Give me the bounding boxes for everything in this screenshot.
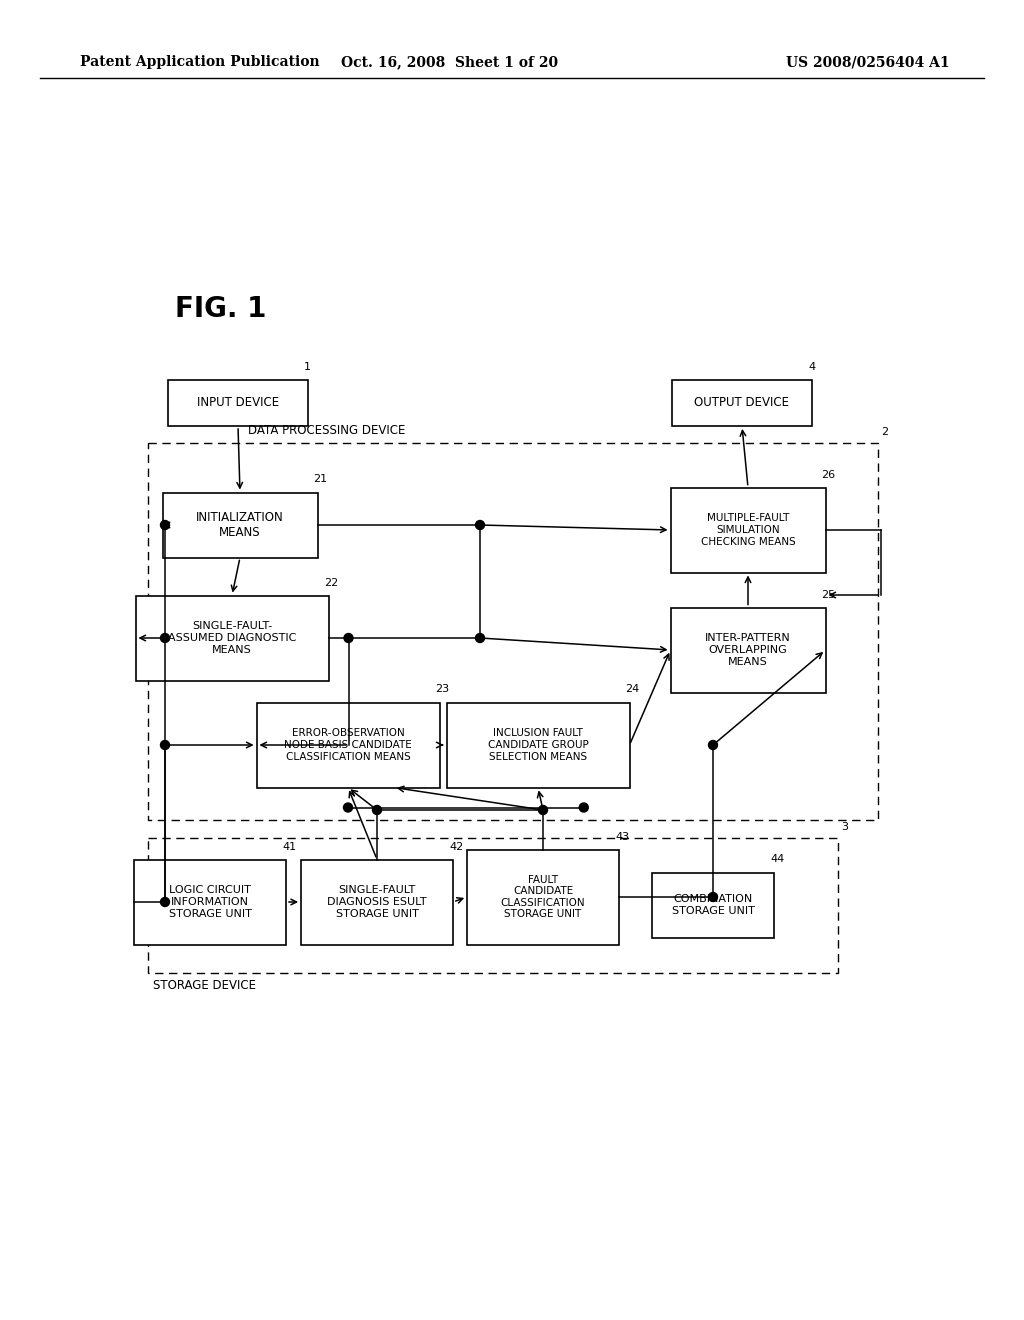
Text: INITIALIZATION
MEANS: INITIALIZATION MEANS xyxy=(197,511,284,539)
Text: 22: 22 xyxy=(325,578,339,587)
Text: SINGLE-FAULT-
ASSUMED DIAGNOSTIC
MEANS: SINGLE-FAULT- ASSUMED DIAGNOSTIC MEANS xyxy=(168,622,296,655)
Circle shape xyxy=(161,741,170,750)
Text: OUTPUT DEVICE: OUTPUT DEVICE xyxy=(694,396,790,409)
Bar xyxy=(148,838,838,973)
Text: 2: 2 xyxy=(881,426,888,437)
Text: INPUT DEVICE: INPUT DEVICE xyxy=(197,396,280,409)
Bar xyxy=(671,487,825,573)
Text: 42: 42 xyxy=(449,842,463,851)
Circle shape xyxy=(344,634,353,643)
Circle shape xyxy=(539,805,548,814)
Text: 21: 21 xyxy=(313,474,328,484)
Text: 24: 24 xyxy=(626,685,640,694)
Text: ERROR-OBSERVATION
NODE BASIS CANDIDATE
CLASSIFICATION MEANS: ERROR-OBSERVATION NODE BASIS CANDIDATE C… xyxy=(284,729,412,762)
Text: FIG. 1: FIG. 1 xyxy=(175,294,266,323)
Bar xyxy=(301,859,453,945)
Text: Oct. 16, 2008  Sheet 1 of 20: Oct. 16, 2008 Sheet 1 of 20 xyxy=(341,55,558,69)
Text: 3: 3 xyxy=(841,822,848,832)
Text: 23: 23 xyxy=(435,685,450,694)
Circle shape xyxy=(709,741,718,750)
Text: 43: 43 xyxy=(615,832,629,842)
Bar xyxy=(672,380,812,426)
Text: INCLUSION FAULT
CANDIDATE GROUP
SELECTION MEANS: INCLUSION FAULT CANDIDATE GROUP SELECTIO… xyxy=(487,729,589,762)
Text: 4: 4 xyxy=(808,362,815,372)
Text: 26: 26 xyxy=(821,470,836,479)
Text: COMBINATION
STORAGE UNIT: COMBINATION STORAGE UNIT xyxy=(672,894,755,916)
Circle shape xyxy=(161,520,170,529)
Text: 1: 1 xyxy=(304,362,311,372)
Bar xyxy=(148,444,878,820)
Bar xyxy=(163,492,317,557)
Text: 41: 41 xyxy=(282,842,296,851)
Bar xyxy=(671,607,825,693)
Text: SINGLE-FAULT
DIAGNOSIS ESULT
STORAGE UNIT: SINGLE-FAULT DIAGNOSIS ESULT STORAGE UNI… xyxy=(328,886,427,919)
Bar xyxy=(467,850,618,945)
Text: DATA PROCESSING DEVICE: DATA PROCESSING DEVICE xyxy=(248,424,406,437)
Text: INTER-PATTERN
OVERLAPPING
MEANS: INTER-PATTERN OVERLAPPING MEANS xyxy=(706,634,791,667)
Circle shape xyxy=(709,892,718,902)
Circle shape xyxy=(161,898,170,907)
Bar xyxy=(446,702,630,788)
Bar xyxy=(134,859,286,945)
Text: MULTIPLE-FAULT
SIMULATION
CHECKING MEANS: MULTIPLE-FAULT SIMULATION CHECKING MEANS xyxy=(700,513,796,546)
Bar xyxy=(135,595,329,681)
Circle shape xyxy=(475,634,484,643)
Text: STORAGE DEVICE: STORAGE DEVICE xyxy=(153,979,256,993)
Bar xyxy=(256,702,439,788)
Circle shape xyxy=(475,520,484,529)
Text: 25: 25 xyxy=(821,590,836,599)
Text: US 2008/0256404 A1: US 2008/0256404 A1 xyxy=(786,55,950,69)
Circle shape xyxy=(343,803,352,812)
Bar xyxy=(652,873,774,937)
Circle shape xyxy=(580,803,588,812)
Text: LOGIC CIRCUIT
INFORMATION
STORAGE UNIT: LOGIC CIRCUIT INFORMATION STORAGE UNIT xyxy=(169,886,252,919)
Circle shape xyxy=(373,805,382,814)
Text: 44: 44 xyxy=(770,854,784,865)
Bar xyxy=(168,380,308,426)
Text: FAULT
CANDIDATE
CLASSIFICATION
STORAGE UNIT: FAULT CANDIDATE CLASSIFICATION STORAGE U… xyxy=(501,875,586,920)
Text: Patent Application Publication: Patent Application Publication xyxy=(80,55,319,69)
Circle shape xyxy=(161,634,170,643)
